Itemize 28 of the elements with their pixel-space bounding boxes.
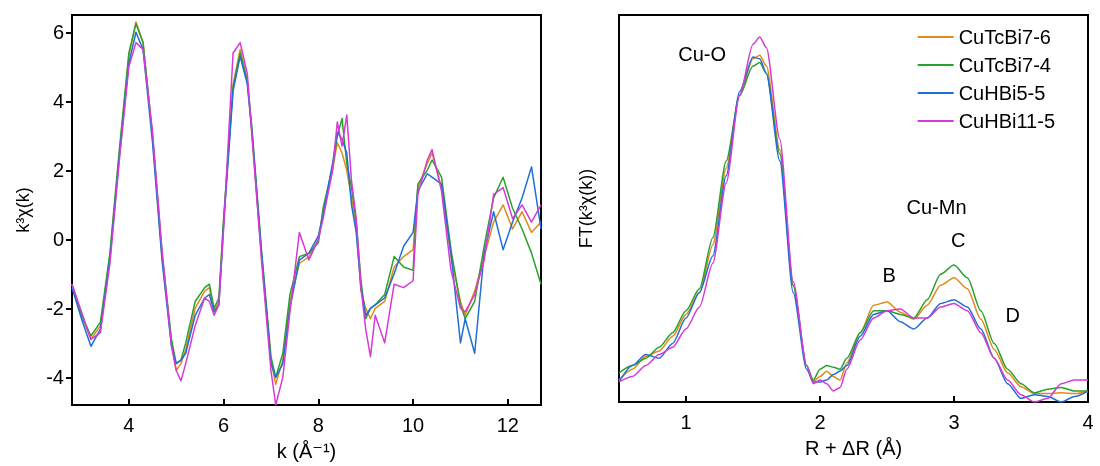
x-tick-label: 4 — [1082, 411, 1094, 433]
annotation: C — [951, 228, 966, 251]
x-tick-label: 6 — [218, 414, 230, 436]
y-tick-label: 0 — [52, 228, 64, 251]
y-tick-label: 6 — [52, 21, 64, 44]
x-tick-label: 8 — [312, 414, 324, 436]
annotation: B — [882, 263, 896, 286]
y-tick-label: -4 — [46, 366, 64, 389]
x-axis-title: R + ΔR (Å) — [804, 437, 903, 459]
y-axis-title: FT(k³χ(k)) — [576, 168, 596, 249]
x-tick-label: 3 — [948, 411, 960, 433]
x-tick-label: 2 — [814, 411, 826, 433]
annotation: Cu-Mn — [906, 196, 967, 219]
y-tick-label: 2 — [52, 159, 64, 182]
y-tick-label: 4 — [52, 90, 64, 113]
x-tick-label: 10 — [401, 414, 425, 436]
annotation: Cu-O — [678, 42, 727, 65]
x-tick-label: 4 — [123, 414, 135, 436]
x-tick-label: 1 — [680, 411, 692, 433]
legend-label: CuTcBi7-4 — [958, 54, 1051, 76]
x-tick-label: 12 — [496, 414, 519, 436]
legend-label: CuTcBi7-6 — [958, 26, 1051, 48]
x-axis-title: k (Å⁻¹) — [276, 440, 337, 462]
annotation: D — [1005, 303, 1021, 326]
y-tick-label: -2 — [46, 297, 64, 320]
y-axis-title: k³χ(k) — [13, 187, 33, 233]
legend-label: CuHBi5-5 — [958, 82, 1046, 104]
legend-label: CuHBi11-5 — [958, 110, 1056, 132]
